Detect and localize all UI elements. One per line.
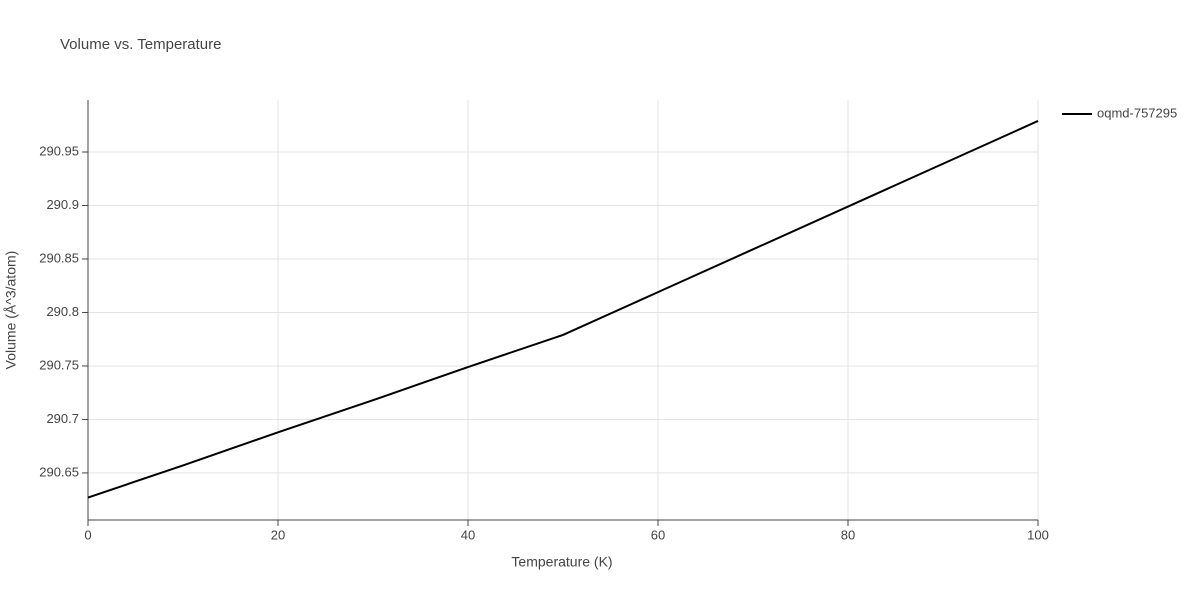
y-tick-label: 290.8 [46, 304, 79, 319]
x-axis-title: Temperature (K) [511, 554, 612, 570]
x-tick-label: 100 [1027, 527, 1049, 542]
y-tick-label: 290.9 [46, 197, 79, 212]
chart-title: Volume vs. Temperature [60, 36, 221, 53]
x-tick-label: 60 [651, 527, 665, 542]
x-tick-label: 40 [461, 527, 475, 542]
y-tick-label: 290.75 [39, 357, 79, 372]
y-tick-label: 290.95 [39, 143, 79, 158]
y-tick-label: 290.65 [39, 464, 79, 479]
y-axis-title: Volume (Å^3/atom) [3, 251, 19, 370]
legend-label: oqmd-757295 [1097, 105, 1177, 120]
x-tick-label: 0 [84, 527, 91, 542]
x-tick-label: 80 [841, 527, 855, 542]
y-tick-label: 290.85 [39, 250, 79, 265]
line [87, 120, 1039, 499]
y-tick-label: 290.7 [46, 411, 79, 426]
x-tick-label: 20 [271, 527, 285, 542]
